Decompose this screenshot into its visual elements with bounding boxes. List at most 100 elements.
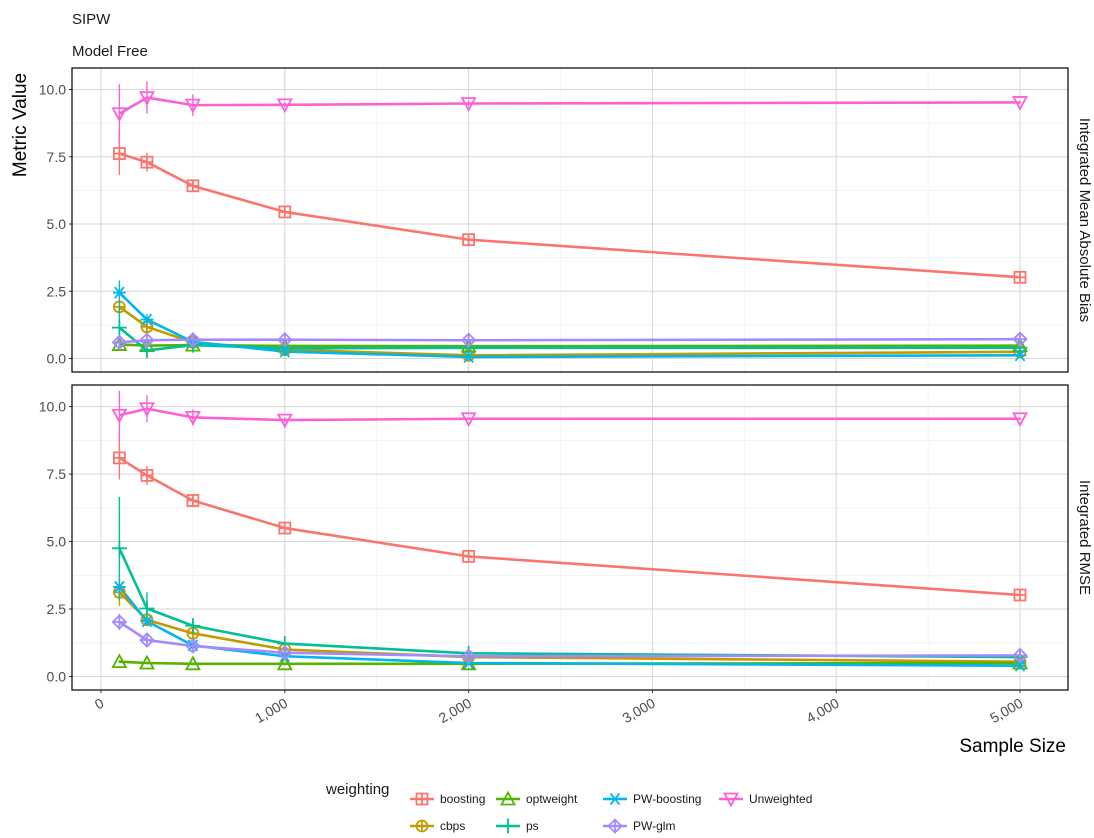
panel-2: 0.0 2.5 5.0 7.5 10.0 Integrated RMSE [39,384,1093,691]
legend: weighting boosting optweight PW-boosting Un… [325,781,812,834]
data-point-pw-boosting [112,580,126,593]
y-tick-label: 7.5 [47,466,67,482]
data-point-ps [139,600,155,616]
data-point-pw-boosting [462,350,476,364]
legend-title: weighting [325,781,389,798]
panel-strip-label: Integrated Mean Absolute Bias [1076,118,1093,322]
panel-background [72,68,1068,372]
y-tick-label: 7.5 [47,149,67,165]
series-line-unweighted [118,96,1021,115]
data-point-pw-glm [277,644,293,661]
data-point-unweighted [184,410,201,426]
x-tick-label: 5,000 [987,695,1026,726]
legend-label: optweight [526,792,578,806]
y-tick-label: 5.0 [47,216,67,232]
legend-item-ps: ps [496,818,539,834]
data-point-boosting [1013,270,1027,284]
legend-label: PW-boosting [633,792,701,806]
legend-label: ps [526,819,539,833]
legend-item-pw-boosting: PW-boosting [603,792,701,806]
data-point-unweighted [276,413,293,429]
data-point-unweighted [138,91,155,106]
data-point-unweighted [111,107,128,123]
data-point-unweighted [1011,96,1029,111]
legend-item-cbps: cbps [410,819,465,833]
legend-symbol [607,818,623,834]
series-line-unweighted [119,407,1020,422]
data-point-boosting [462,549,476,563]
data-point-boosting [140,469,154,482]
legend-symbol [722,792,740,808]
y-tick-label: 0.0 [47,669,67,685]
data-point-pw-boosting [140,615,154,628]
data-point-boosting [278,205,292,219]
data-point-unweighted [460,412,477,428]
data-point-pw-glm [277,331,293,348]
series-line-ps [118,547,1021,659]
x-tick-label: 0 [92,695,107,713]
panel-1: 0.0 2.5 5.0 7.5 10.0 Integrated Mean Absolute… [39,67,1093,373]
panel-strip-label: Integrated RMSE [1076,480,1093,595]
legend-symbol [608,792,622,806]
legend-symbol [499,790,517,806]
data-point-pw-glm [460,332,477,349]
data-point-pw-glm [185,638,201,654]
y-tick-label: 10.0 [39,399,66,415]
legend-symbol [500,818,516,834]
data-point-unweighted [111,408,128,424]
data-point-boosting [278,521,292,535]
series-line-boosting [118,152,1021,279]
data-point-pw-boosting [112,286,126,299]
series-line-optweight [119,343,1021,348]
legend-item-pw-glm: PW-glm [603,818,675,834]
data-point-ps [111,320,127,336]
data-point-pw-glm [139,632,155,648]
data-point-pw-boosting [278,345,292,358]
panel-border [71,384,1069,691]
y-axis-label: Metric Value [10,73,31,177]
chart-subtitle: Model Free [72,43,148,60]
legend-label: cbps [440,819,465,833]
data-point-pw-glm [185,331,201,348]
legend-label: boosting [440,792,485,806]
data-point-boosting [462,233,476,247]
x-tick-label: 1,000 [252,695,291,726]
data-point-pw-glm [1012,647,1028,664]
y-tick-label: 0.0 [47,351,67,367]
series-line-boosting [118,456,1021,597]
panel-background [72,385,1068,690]
data-point-pw-boosting [1013,349,1027,362]
data-point-optweight [111,653,128,669]
data-point-pw-glm [460,648,477,665]
data-point-boosting [112,451,126,465]
data-point-ps [185,618,201,634]
data-point-pw-glm [111,334,128,351]
y-tick-label: 5.0 [47,534,67,550]
legend-label: Unweighted [749,792,812,806]
panel-border [71,67,1069,373]
data-point-optweight [138,654,155,670]
x-tick-label: 3,000 [620,695,659,726]
data-point-unweighted [138,402,155,418]
data-point-unweighted [460,97,477,112]
data-point-unweighted [276,98,293,114]
data-point-boosting [186,494,200,507]
legend-symbol [415,819,429,833]
legend-item-boosting: boosting [410,792,485,806]
data-point-boosting [1013,588,1027,602]
y-tick-label: 2.5 [47,601,67,617]
data-point-boosting [186,179,200,193]
y-tick-label: 2.5 [47,283,67,299]
y-tick-label: 10.0 [39,82,66,98]
data-point-pw-glm [1012,331,1028,347]
legend-label: PW-glm [633,819,675,833]
data-point-unweighted [1011,412,1029,428]
data-point-ps [111,540,127,556]
x-tick-label: 4,000 [803,695,842,726]
data-point-unweighted [184,98,201,114]
data-point-optweight [276,655,293,671]
legend-item-unweighted: Unweighted [719,792,812,808]
x-axis-label: Sample Size [959,736,1066,757]
data-point-pw-glm [139,332,155,349]
